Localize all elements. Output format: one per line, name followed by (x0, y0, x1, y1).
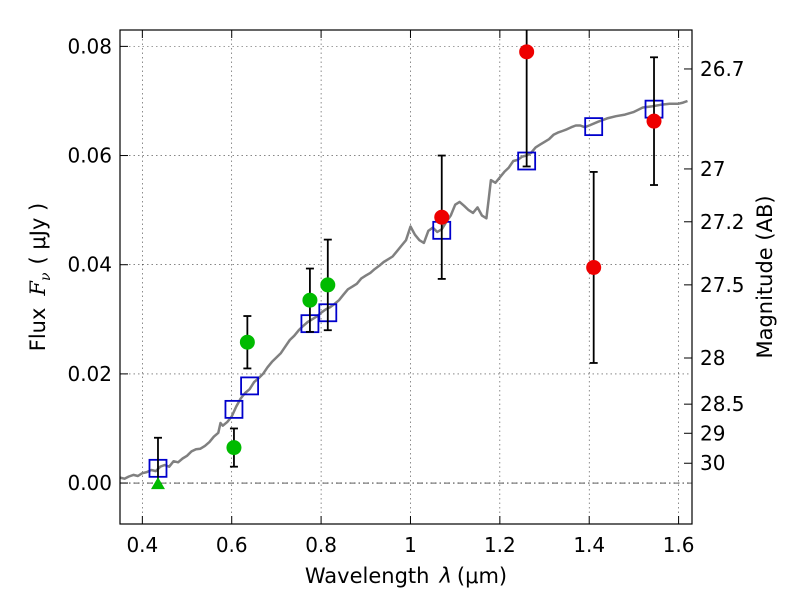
x-tick-label: 0.4 (126, 533, 158, 557)
x-tick-label: 1.6 (663, 533, 695, 557)
x-tick-label: 0.6 (216, 533, 248, 557)
y-tick-label: 0.00 (67, 471, 112, 495)
y-tick-label: 0.04 (67, 253, 112, 277)
x-tick-label: 0.8 (305, 533, 337, 557)
magnitude-axis-label: Magnitude (AB) (753, 195, 777, 358)
model-sed-curve (119, 99, 688, 480)
mag-tick-label: 27 (700, 157, 725, 181)
green-data-point (320, 277, 336, 293)
green-data-point (239, 334, 255, 350)
data-markers (148, 30, 664, 490)
model-photometry-box (584, 117, 604, 137)
red-data-point (434, 209, 450, 225)
mag-tick-label: 27.2 (700, 210, 745, 234)
x-tick-label: 1.4 (573, 533, 605, 557)
upper-limit-triangle (150, 477, 165, 490)
x-tick-label: 1.2 (484, 533, 516, 557)
model-sed-line (119, 99, 688, 480)
mag-tick-label: 28 (700, 346, 725, 370)
mag-tick-label: 27.5 (700, 273, 745, 297)
plot-frame (119, 29, 693, 525)
green-data-point (226, 440, 242, 456)
mag-tick-label: 26.7 (700, 57, 745, 81)
y-tick-label: 0.06 (67, 144, 112, 168)
mag-tick-label: 29 (700, 421, 725, 445)
red-data-point (646, 113, 662, 129)
mag-tick-label: 30 (700, 451, 725, 475)
y-axis-label: FluxFν( μJy ) (26, 203, 54, 351)
green-data-point (302, 292, 318, 308)
red-data-point (586, 259, 602, 275)
model-photometry-box (224, 399, 244, 419)
grid-lines (120, 30, 692, 524)
x-tick-label: 1 (404, 533, 417, 557)
red-data-point (519, 44, 535, 60)
x-axis-label: Wavelength λ (μm) (305, 564, 507, 588)
axis-ticks: 0.4 0.6 0.8 1 1.2 1.4 1.6 0.00 0.02 0.04 0.06 0.08 2… (67, 30, 745, 557)
y-tick-label: 0.08 (67, 34, 112, 58)
y-tick-label: 0.02 (67, 362, 112, 386)
model-photometry-box (240, 376, 259, 396)
mag-tick-label: 28.5 (700, 392, 745, 416)
